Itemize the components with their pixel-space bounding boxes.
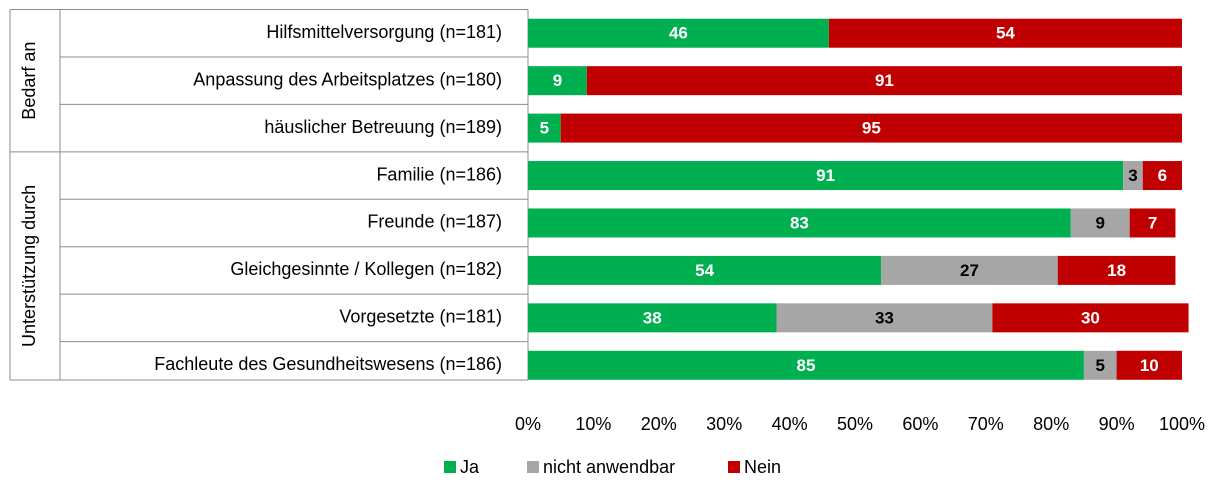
data-label: 10 (1140, 356, 1159, 375)
category-label: Gleichgesinnte / Kollegen (n=182) (230, 259, 502, 279)
data-label: 54 (695, 261, 714, 280)
data-label: 5 (1096, 356, 1105, 375)
category-label: Familie (n=186) (376, 164, 502, 184)
bar-segment (992, 303, 1189, 333)
data-label: 54 (996, 24, 1015, 43)
bar-segment (560, 113, 1182, 143)
group-label: Unterstützung durch (19, 185, 39, 347)
bar-segment (528, 208, 1071, 238)
data-label: 91 (816, 166, 835, 185)
x-tick-label: 40% (772, 414, 808, 434)
x-tick-label: 10% (575, 414, 611, 434)
data-label: 85 (796, 356, 815, 375)
legend-swatch (728, 461, 740, 473)
bar-segment (528, 303, 777, 333)
category-label: Fachleute des Gesundheitswesens (n=186) (154, 354, 502, 374)
bar-segment (1116, 350, 1182, 380)
category-label: häuslicher Betreuung (n=189) (264, 117, 502, 137)
legend-label: nicht anwendbar (543, 457, 675, 477)
category-label: Hilfsmittelversorgung (n=181) (266, 22, 502, 42)
data-label: 95 (862, 119, 881, 138)
bar-segment (1083, 350, 1117, 380)
data-label: 3 (1128, 166, 1137, 185)
legend-label: Ja (460, 457, 480, 477)
category-label: Vorgesetzte (n=181) (339, 307, 502, 327)
data-label: 46 (669, 24, 688, 43)
x-tick-label: 90% (1099, 414, 1135, 434)
x-tick-label: 0% (515, 414, 541, 434)
group-label: Bedarf an (19, 42, 39, 120)
legend-swatch (527, 461, 539, 473)
data-label: 38 (643, 308, 662, 327)
x-tick-label: 70% (968, 414, 1004, 434)
data-label: 7 (1148, 213, 1157, 232)
bar-segment (1123, 161, 1143, 191)
bar-segment (528, 66, 587, 96)
category-label: Freunde (n=187) (367, 212, 502, 232)
x-tick-label: 60% (902, 414, 938, 434)
x-tick-label: 50% (837, 414, 873, 434)
bar-segment (586, 66, 1182, 96)
data-label: 30 (1081, 308, 1100, 327)
x-tick-label: 30% (706, 414, 742, 434)
data-label: 33 (875, 308, 894, 327)
bar-segment (776, 303, 993, 333)
x-tick-label: 20% (641, 414, 677, 434)
legend-label: Nein (744, 457, 781, 477)
data-label: 9 (1096, 213, 1105, 232)
data-label: 6 (1158, 166, 1167, 185)
bar-segment (1129, 208, 1176, 238)
bar-segment (881, 255, 1058, 285)
data-label: 5 (540, 119, 549, 138)
bar-segment (528, 350, 1084, 380)
bar-segment (528, 18, 829, 48)
data-label: 91 (875, 71, 894, 90)
legend-swatch (444, 461, 456, 473)
bar-segment (828, 18, 1182, 48)
data-label: 83 (790, 213, 809, 232)
bar-segment (528, 161, 1124, 191)
bar-segment (1057, 255, 1176, 285)
x-tick-label: 80% (1033, 414, 1069, 434)
category-label: Anpassung des Arbeitsplatzes (n=180) (193, 69, 502, 89)
bar-segment (1070, 208, 1130, 238)
bar-segment (1142, 161, 1182, 191)
data-label: 27 (960, 261, 979, 280)
data-label: 18 (1107, 261, 1126, 280)
bar-segment (528, 255, 882, 285)
bar-segment (528, 113, 561, 143)
x-tick-label: 100% (1159, 414, 1205, 434)
data-label: 9 (553, 71, 562, 90)
